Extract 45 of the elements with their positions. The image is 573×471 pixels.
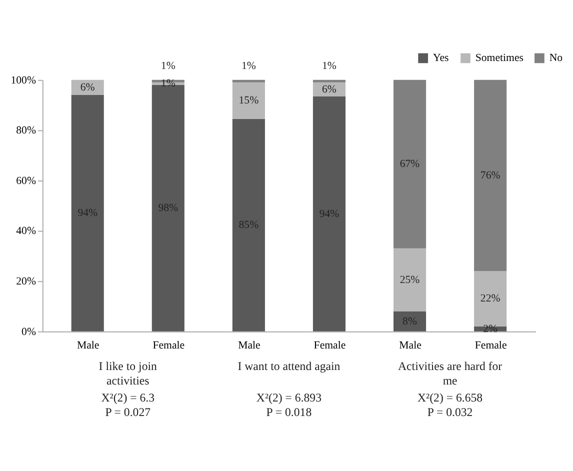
bar	[394, 311, 426, 332]
data-label: 22%	[480, 292, 500, 305]
text: Activities are hard for me	[398, 358, 502, 388]
x-tick-label: Male	[76, 340, 100, 352]
bar	[312, 96, 346, 332]
data-label: 67%	[400, 158, 420, 170]
bar	[232, 82, 265, 119]
y-tick-label: 20%	[16, 276, 36, 288]
x-tick-label: Female	[152, 340, 185, 352]
data-label: 76%	[480, 169, 500, 182]
text: Χ²(2) = 6.893 P = 0.018	[256, 390, 322, 420]
y-tick-label: 60%	[16, 174, 36, 187]
x-tick-label: Female	[474, 340, 507, 352]
data-label: 1%	[160, 78, 176, 90]
data-label: 94%	[319, 208, 340, 220]
y-tick-label: 40%	[16, 225, 36, 238]
legend-label: No	[549, 52, 563, 64]
y-tick-label: 0%	[22, 326, 36, 338]
data-label: 15%	[238, 94, 259, 107]
y-tick-label: 80%	[16, 124, 36, 137]
x-tick-label: Female	[314, 340, 346, 352]
data-label: 1%	[322, 60, 336, 72]
legend-label: Sometimes	[475, 52, 524, 64]
data-label: 6%	[80, 81, 95, 94]
data-label: 85%	[238, 219, 259, 232]
x-tick-label: Male	[399, 340, 422, 352]
text: I want to attend again	[238, 358, 340, 373]
text: Χ²(2) = 6.3 P = 0.027	[101, 390, 155, 420]
data-label: 6%	[322, 83, 336, 96]
bar	[71, 94, 104, 332]
data-label: 25%	[400, 274, 420, 286]
y-tick-label: 100%	[10, 74, 36, 86]
bar	[312, 80, 346, 82]
data-label: 1%	[160, 60, 176, 72]
bar	[232, 118, 265, 332]
x-tick-label: Male	[238, 340, 261, 352]
bar	[232, 80, 265, 82]
legend-label: Yes	[432, 52, 449, 64]
text: I like to join activities	[98, 358, 158, 388]
text: Χ²(2) = 6.658 P = 0.032	[418, 390, 483, 420]
bar	[394, 80, 426, 248]
bar	[474, 80, 507, 272]
bar	[394, 248, 426, 312]
bar	[474, 271, 507, 326]
data-label: 1%	[241, 60, 256, 72]
